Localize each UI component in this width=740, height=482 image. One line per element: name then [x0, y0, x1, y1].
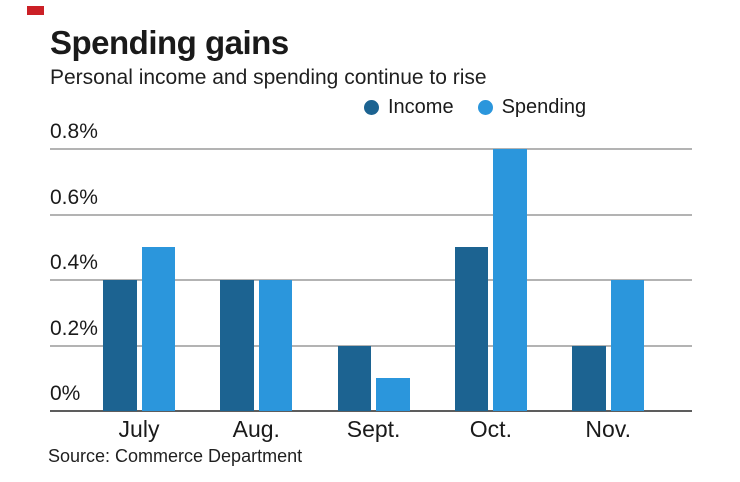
legend: Income Spending	[364, 96, 586, 119]
x-tick-label: Oct.	[469, 416, 512, 442]
legend-label-income: Income	[388, 96, 454, 118]
brand-accent-mark	[27, 6, 44, 15]
chart-title: Spending gains	[50, 24, 289, 61]
chart-subtitle: Personal income and spending continue to…	[50, 66, 487, 89]
gridline	[50, 213, 692, 216]
y-tick-label: 0.6%	[50, 185, 98, 209]
bar-income-nov	[572, 345, 606, 411]
x-tick-label: July	[118, 416, 160, 442]
legend-label-spending: Spending	[501, 96, 587, 118]
bar-income-sept	[337, 345, 372, 411]
bar-spending-nov	[610, 280, 645, 411]
bar-spending-aug	[258, 280, 293, 411]
bar-spending-oct	[493, 149, 527, 411]
legend-item-income: Income	[364, 96, 454, 119]
x-axis-line	[50, 410, 692, 412]
gridline	[50, 279, 692, 281]
x-tick-label: Nov.	[585, 416, 631, 442]
y-tick-label: 0.8%	[50, 120, 98, 143]
bar-income-aug	[220, 280, 254, 411]
income-swatch-icon	[364, 100, 379, 115]
bar-spending-july	[141, 247, 175, 411]
y-tick-label: 0%	[50, 382, 81, 405]
legend-item-spending: Spending	[477, 96, 587, 119]
y-tick-label: 0.2%	[50, 316, 98, 340]
x-tick-label: Aug.	[232, 416, 280, 442]
bar-income-oct	[454, 247, 489, 411]
source-note: Source: Commerce Department	[48, 446, 303, 466]
bar-income-july	[103, 280, 137, 411]
bar-spending-sept	[376, 378, 410, 411]
y-tick-label: 0.4%	[50, 251, 98, 274]
x-tick-label: Sept.	[346, 416, 401, 442]
spending-swatch-icon	[477, 100, 493, 115]
gridline	[50, 148, 692, 150]
